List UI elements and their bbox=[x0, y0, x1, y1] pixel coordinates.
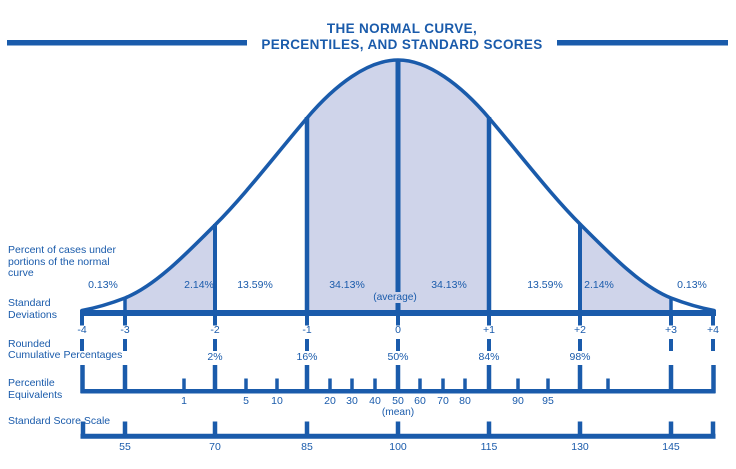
percentile-label: 30 bbox=[346, 394, 358, 407]
percentile-label: 50 bbox=[392, 394, 404, 407]
sd-scale-label: +4 bbox=[707, 324, 719, 336]
cumulative-percentage-label: 98% bbox=[569, 350, 591, 363]
sd-scale-label: -3 bbox=[120, 324, 130, 336]
label-rounded-cumulative: Rounded Cumulative Percentages bbox=[8, 337, 123, 362]
sd-scale-label: -2 bbox=[210, 324, 220, 336]
percentile-short-ticks bbox=[182, 378, 610, 390]
percentile-label: 95 bbox=[542, 394, 554, 407]
percentile-label: 20 bbox=[324, 394, 336, 407]
standard-score-label: 100 bbox=[389, 441, 407, 453]
mean-label: (mean) bbox=[381, 406, 415, 418]
title-line-2: PERCENTILES, AND STANDARD SCORES bbox=[261, 36, 543, 52]
segment-percentage-label: 34.13% bbox=[329, 279, 365, 291]
title-rule-right bbox=[557, 40, 728, 46]
cumulative-percentage-label: 2% bbox=[207, 350, 223, 363]
sd-scale-label: +3 bbox=[665, 324, 677, 336]
percentile-label: 90 bbox=[512, 394, 524, 407]
sd-divider-lines bbox=[123, 59, 673, 311]
segment-percentage-label: 13.59% bbox=[237, 279, 273, 291]
percentile-long-ticks bbox=[80, 365, 716, 393]
label-standard-score-scale: Standard Score Scale bbox=[8, 414, 111, 427]
percentile-label: 60 bbox=[414, 394, 426, 407]
cumulative-percentage-ticks bbox=[80, 339, 715, 351]
sd-scale-label: -1 bbox=[302, 324, 312, 336]
average-label: (average) bbox=[370, 292, 420, 303]
segment-percentage-label: 0.13% bbox=[677, 279, 707, 291]
percentile-label: 1 bbox=[181, 394, 187, 407]
standard-score-label: 115 bbox=[480, 441, 498, 453]
segment-percentage-label: 34.13% bbox=[431, 279, 467, 291]
segment-percentage-label: 2.14% bbox=[584, 279, 614, 291]
sd-scale-label: -4 bbox=[77, 324, 87, 336]
cumulative-percentage-label: 84% bbox=[478, 350, 500, 363]
standard-score-label: 55 bbox=[119, 441, 131, 453]
segment-percentage-label: 2.14% bbox=[184, 279, 214, 291]
standard-score-ticks bbox=[80, 421, 716, 437]
title-rule-left bbox=[7, 40, 247, 46]
sd-axis-ticks bbox=[80, 316, 715, 326]
percentile-label: 40 bbox=[369, 394, 381, 407]
cumulative-percentage-label: 50% bbox=[387, 350, 409, 363]
label-percentile-equivalents: Percentile Equivalents bbox=[8, 377, 63, 401]
label-standard-deviations: Standard Deviations bbox=[8, 297, 58, 321]
label-percent-of-cases: Percent of cases under portions of the n… bbox=[8, 244, 116, 280]
standard-score-label: 145 bbox=[662, 441, 680, 453]
title-line-1: THE NORMAL CURVE, bbox=[326, 21, 478, 36]
standard-score-label: 130 bbox=[571, 441, 589, 453]
sd-scale-label: +2 bbox=[574, 324, 586, 336]
percentile-label: 70 bbox=[437, 394, 449, 407]
standard-score-label: 85 bbox=[301, 441, 313, 453]
percentile-label: 10 bbox=[271, 394, 283, 407]
sd-scale-label: +1 bbox=[483, 324, 495, 336]
percentile-label: 80 bbox=[459, 394, 471, 407]
sd-scale-label: 0 bbox=[395, 324, 401, 336]
standard-score-label: 70 bbox=[209, 441, 221, 453]
percentile-label: 5 bbox=[243, 394, 249, 407]
segment-percentage-label: 0.13% bbox=[88, 279, 118, 291]
segment-percentage-label: 13.59% bbox=[527, 279, 563, 291]
cumulative-percentage-label: 16% bbox=[296, 350, 318, 363]
